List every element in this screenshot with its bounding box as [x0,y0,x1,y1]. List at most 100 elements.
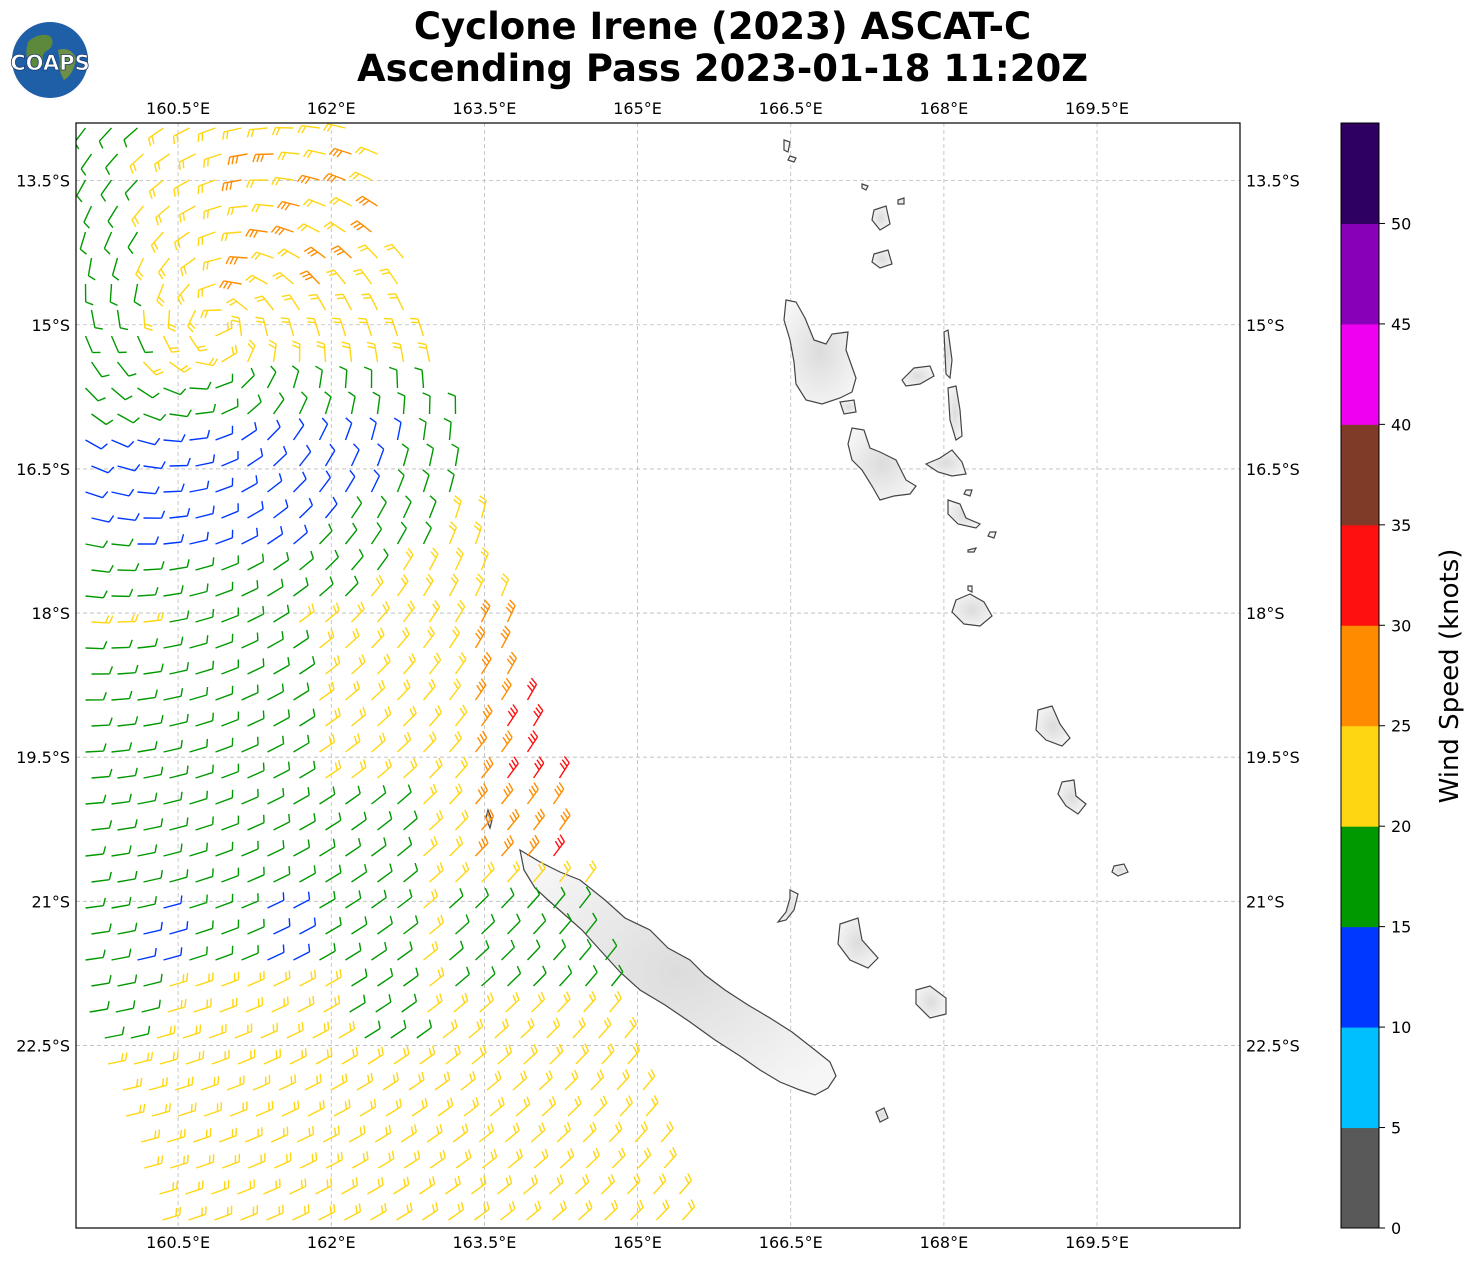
wind-barb [169,457,191,467]
wind-barb [166,1128,186,1143]
wind-barb [445,1045,461,1065]
wind-barb [178,153,196,171]
wind-barb [196,1154,215,1169]
lon-tick-label-top: 162°E [307,99,356,118]
wind-barb [148,179,164,200]
wind-barb [189,842,208,857]
wind-barb [325,812,342,831]
wind-barb [351,811,367,831]
wind-barb [427,993,443,1013]
wind-barb [85,590,108,599]
wind-barb [169,921,189,935]
land-layer [485,139,1129,1123]
wind-barb [215,477,234,493]
wind-barb [411,1097,428,1117]
wind-barb [117,819,138,831]
wind-barb [83,205,93,229]
malo [839,399,857,415]
wind-barb [455,861,470,883]
wind-barb [344,575,359,597]
wind-barb [572,1017,586,1039]
wind-barb [403,967,419,987]
maewo [943,329,953,380]
wind-barb [507,965,522,987]
wind-barb [523,1044,538,1065]
colorbar-tick-label: 40 [1391,415,1411,434]
wind-barb [434,1071,451,1091]
colorbar-tick-label: 0 [1391,1219,1401,1238]
wind-barb [448,730,462,753]
wind-barb [91,923,112,935]
wind-barb [526,730,539,753]
wind-barb [250,251,274,260]
wind-barb [377,915,393,935]
wind-barb [245,274,268,285]
wind-barb [372,391,381,415]
wind-barb [452,1123,469,1143]
wind-barb [447,469,455,493]
wind-barb [273,499,289,519]
mare [915,985,947,1019]
colorbar-tick-label: 45 [1391,315,1411,334]
wind-barb [526,1200,542,1221]
wind-barb [215,373,234,389]
wind-barb [351,706,367,727]
efate [951,593,993,627]
wind-barb [248,1153,266,1169]
wind-barb [169,662,189,675]
wind-barb [448,626,461,649]
colorbar-bin [1341,1127,1379,1229]
wind-barb [173,179,190,197]
wind-barb [429,809,444,831]
wind-barb [117,413,140,424]
wind-barb [185,1180,204,1195]
wind-barb [377,653,391,675]
wind-barb [401,993,418,1013]
lat-tick-label-right: 13.5°S [1246,172,1300,191]
wind-barb [167,998,187,1013]
colorbar-tick-label: 20 [1391,817,1411,836]
wind-barb [214,1205,233,1221]
colorbar-tick-label: 10 [1391,1018,1411,1037]
lat-tick-label-right: 22.5°S [1246,1036,1300,1055]
wind-barb [221,919,240,935]
wind-barb [297,125,320,134]
wind-barb [91,768,113,779]
wind-barb [189,738,209,753]
wind-barb [377,810,393,831]
wind-barb [630,1199,644,1221]
wind-barb [447,392,457,415]
wind-barb [247,970,265,987]
wind-barb [369,417,377,441]
wind-barb [642,1068,656,1091]
wind-barb [85,641,108,650]
title-line-2: Ascending Pass 2023-01-18 11:20Z [356,47,1089,90]
wind-barb [332,317,347,337]
wind-barb [246,339,256,363]
wind-barb [189,946,208,961]
wind-barb [292,471,307,493]
wind-barb [135,257,145,281]
wind-barb [506,651,518,675]
wind-barb [578,886,592,909]
wind-barb [273,761,291,779]
wind-barb [593,1095,608,1117]
wind-barb [237,1179,255,1195]
wind-barb [325,549,339,571]
wind-barb [480,651,492,675]
wind-barb [299,969,317,987]
wind-barb [174,1076,194,1091]
wind-barb [215,320,233,337]
wind-barb [422,573,434,597]
wind-barb [277,151,300,161]
wind-barb [454,547,464,571]
wind-barb [532,965,547,987]
wind-barb [520,1017,535,1039]
wind-barb [247,866,265,883]
wind-barb [143,510,166,519]
wind-barb [245,228,268,238]
wind-barb [151,1103,171,1117]
wind-barb [98,127,113,149]
wind-barb [422,392,431,415]
wind-barb [182,1024,202,1039]
